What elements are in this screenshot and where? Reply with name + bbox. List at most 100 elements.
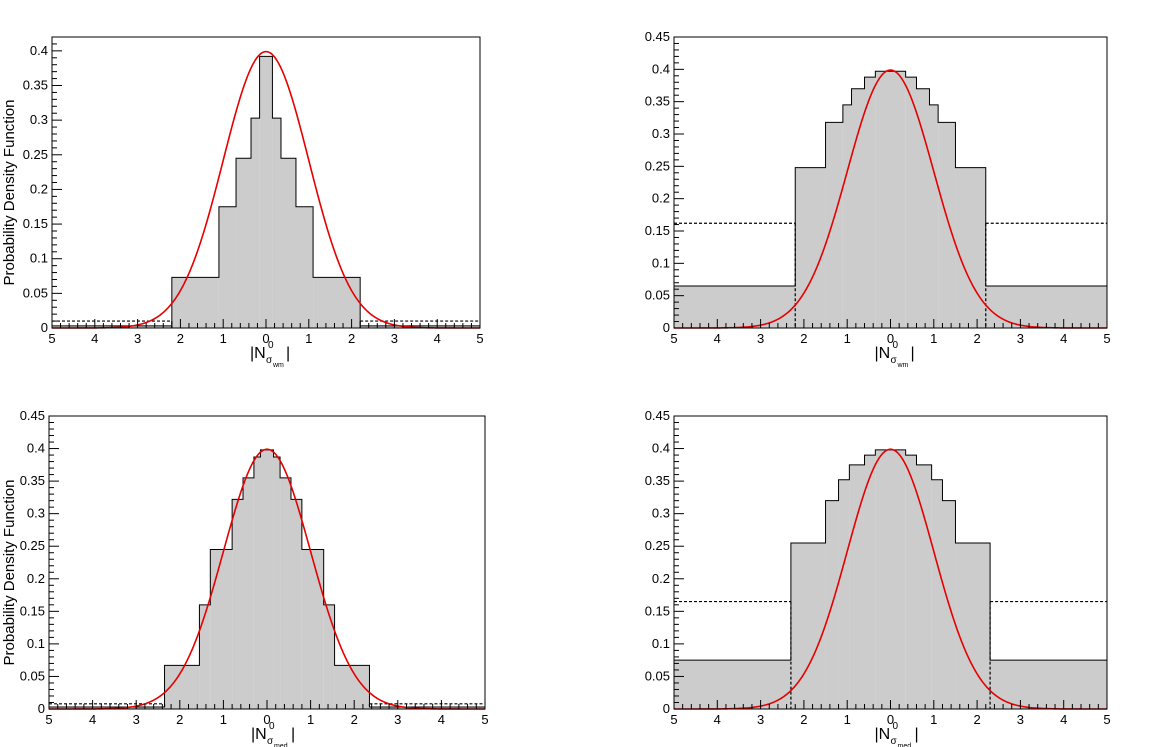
y-tick-label: 0.45 [645,29,670,44]
y-tick-label: 0.35 [23,78,48,93]
histogram-bar [290,499,302,709]
gaussian-curve [674,448,1107,710]
x-axis-label-sigma: σ [266,355,273,366]
x-tick-label: 1 [844,712,851,727]
y-tick-label: 0.15 [645,223,670,238]
x-tick-label: 2 [800,712,807,727]
y-tick-label: 0.3 [652,506,670,521]
x-axis-label-bar: | [291,726,295,743]
histogram-bar [955,542,991,709]
histogram-bar [251,118,260,328]
y-tick-label: 0 [41,320,48,335]
y-tick-label: 0.3 [652,126,670,141]
histogram-bar [916,88,930,328]
histogram-bar [875,449,906,709]
x-axis-label-superscript: 0 [893,340,899,351]
x-axis-label-superscript: 0 [268,340,274,351]
histogram-bar [938,122,956,328]
x-axis-label-superscript: 0 [893,721,899,732]
y-tick-label: 0.1 [27,636,45,651]
x-tick-label: 1 [844,331,851,346]
x-tick-label: 1 [930,331,937,346]
x-axis-label-bar: | [286,345,290,362]
x-tick-label: 4 [434,331,441,346]
histogram-bar [864,455,876,709]
y-tick-label: 0.3 [27,506,45,521]
x-tick-label: 5 [476,331,483,346]
histogram-bar [273,457,281,709]
histogram-bar [842,104,852,329]
x-tick-label: 5 [1103,712,1110,727]
histogram-bar [280,477,291,709]
x-tick-label: 1 [307,712,314,727]
histogram-bar [838,479,850,709]
x-axis-label-subscript: wm [272,362,284,369]
histogram-bar [929,104,939,329]
histogram-bar [790,542,826,709]
x-tick-label: 2 [348,331,355,346]
x-axis-label-main: |N [875,345,891,362]
x-tick-label: 2 [176,712,183,727]
x-tick-label: 1 [220,331,227,346]
x-tick-label: 5 [1103,331,1110,346]
gaussian-curve [52,50,480,329]
x-axis-label-bar: | [915,726,919,743]
panel-top-left: 0 0.05 0.1 0.15 0.2 0.25 0.3 0.35 0.4 5 4 3 2 1 0 1 2 3 4 5… [1,36,484,369]
histogram-bar [260,449,274,709]
x-tick-label: 3 [134,331,141,346]
panel-top-right: 0 0.05 0.1 0.15 0.2 0.25 0.3 0.35 0.4 0.45 5 4 3 2 1 0 1… [645,29,1111,369]
histogram-bar [259,56,273,329]
histogram-bar [849,464,865,709]
y-tick-label: 0.45 [645,408,670,423]
y-tick-label: 0.2 [30,181,48,196]
x-tick-label: 1 [220,712,227,727]
y-axis-label: Probability Density Function [1,100,18,286]
x-tick-label: 0 [887,712,894,727]
histogram-bar [253,457,261,709]
histogram-bar [243,477,254,709]
histogram-bar [323,604,335,709]
x-tick-label: 3 [1017,712,1024,727]
histogram-bar [280,158,296,328]
x-tick-label: 4 [89,712,96,727]
x-tick-label: 2 [177,331,184,346]
x-tick-label: 2 [973,331,980,346]
histogram-bar [825,122,843,328]
y-axis-label: Probability Density Function [1,480,18,666]
y-tick-label: 0 [663,320,670,335]
histogram-bar [313,277,361,328]
y-tick-label: 0.4 [30,43,48,58]
y-tick-label: 0.3 [30,112,48,127]
y-tick-label: 0.15 [645,603,670,618]
x-axis-label-bar: | [911,345,915,362]
gaussian-curve [674,69,1107,329]
y-tick-label: 0.05 [645,288,670,303]
x-tick-label: 1 [305,331,312,346]
x-axis-label-sigma: σ [891,355,898,366]
y-tick-label: 0.05 [20,668,45,683]
x-tick-label: 0 [262,331,269,346]
x-axis-label-sigma: σ [891,736,898,747]
histogram-bar [218,206,237,328]
histogram-bar [795,167,826,328]
histogram-bar [905,77,917,329]
y-tick-label: 0.25 [645,538,670,553]
histogram-bar [236,158,252,328]
histogram-outline [51,55,481,328]
x-tick-label: 4 [1060,712,1067,727]
y-tick-label: 0.35 [645,94,670,109]
y-tick-label: 0.05 [645,668,670,683]
y-tick-label: 0.4 [652,61,670,76]
panel-bottom-right: 0 0.05 0.1 0.15 0.2 0.25 0.3 0.35 0.4 0.45 5 4 3 2 1 0 1… [645,408,1111,747]
histogram-bar [955,167,986,328]
x-axis-label-main: |N [250,345,266,362]
y-tick-label: 0.1 [652,255,670,270]
histogram-bar [171,277,219,328]
histogram-bar [301,549,324,709]
x-axis-label-main: |N [875,726,891,743]
x-tick-label: 4 [438,712,445,727]
x-tick-label: 0 [887,331,894,346]
y-tick-label: 0.15 [20,603,45,618]
histogram-bar [232,499,244,709]
x-tick-label: 4 [714,331,721,346]
